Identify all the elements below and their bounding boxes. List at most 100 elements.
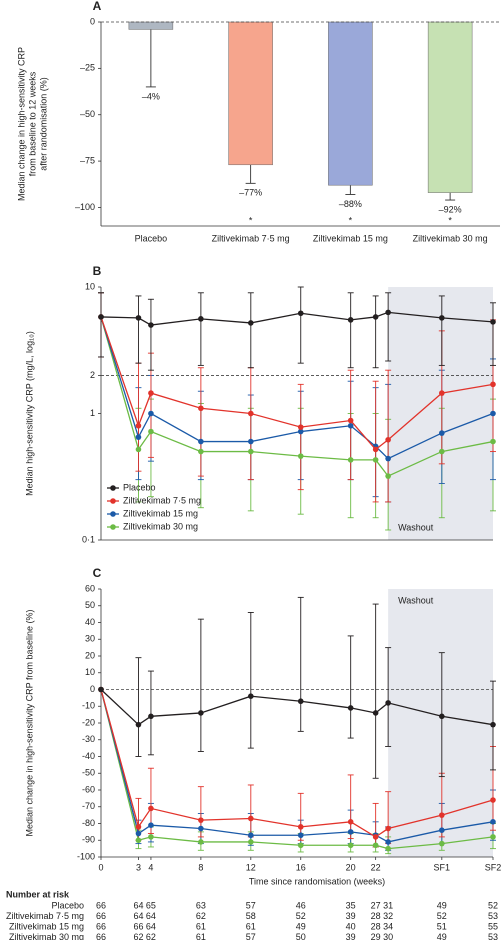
- risk-value: 52: [437, 911, 447, 921]
- data-point: [148, 805, 154, 812]
- data-point: [135, 824, 142, 830]
- y-tick-label: 40: [85, 617, 95, 627]
- risk-value: 46: [296, 900, 306, 910]
- risk-value: 66: [96, 900, 106, 910]
- bar: [228, 21, 273, 166]
- legend-label: Placebo: [123, 482, 156, 492]
- x-tick-label: SF1: [434, 862, 451, 872]
- data-point: [148, 428, 154, 435]
- risk-value: 35: [346, 900, 356, 910]
- legend-marker: [110, 498, 116, 504]
- risk-value: 39: [346, 932, 356, 940]
- y-axis-label: Median high-sensitivity CRP (mg/L, log₁₀…: [24, 331, 34, 496]
- data-point: [248, 410, 254, 417]
- data-point: [148, 322, 154, 328]
- panel-letter: C: [93, 566, 102, 580]
- risk-value: 49: [437, 932, 447, 940]
- y-tick-label: 10: [85, 667, 95, 677]
- data-point: [490, 410, 496, 417]
- x-tick-label: 16: [296, 862, 306, 872]
- y-tick-label: 2: [90, 370, 95, 380]
- y-axis-label: after randomisation (%): [38, 77, 48, 171]
- data-point: [135, 434, 142, 440]
- risk-value: 52: [488, 900, 498, 910]
- y-tick-label: 0: [90, 16, 95, 26]
- risk-value: 61: [196, 921, 206, 931]
- data-point: [98, 314, 104, 320]
- data-point: [490, 721, 496, 728]
- data-point: [135, 837, 142, 844]
- y-axis-label: from baseline to 12 weeks: [27, 71, 37, 176]
- legend-marker: [110, 485, 116, 491]
- data-point: [385, 436, 391, 443]
- data-point: [248, 438, 254, 445]
- y-tick-label: -80: [82, 818, 95, 828]
- value-label: –77%: [239, 188, 262, 198]
- x-tick-label: Ziltivekimab 7·5 mg: [212, 233, 290, 243]
- annotation: *: [448, 215, 452, 225]
- data-point: [439, 315, 445, 321]
- data-point: [248, 832, 254, 839]
- washout-label: Washout: [398, 595, 434, 605]
- y-tick-label: 60: [85, 583, 95, 593]
- x-tick-label: 0: [98, 862, 103, 872]
- data-point: [439, 840, 445, 847]
- x-tick-label: Ziltivekimab 30 mg: [413, 233, 488, 243]
- risk-value: 28: [371, 911, 381, 921]
- y-tick-label: -30: [82, 734, 95, 744]
- y-tick-label: 50: [85, 600, 95, 610]
- washout-region: [388, 287, 493, 540]
- risk-value: 27: [371, 900, 381, 910]
- data-point: [248, 448, 254, 455]
- risk-value: 66: [96, 921, 106, 931]
- risk-value: 61: [196, 932, 206, 940]
- legend-label: Ziltivekimab 30 mg: [123, 521, 198, 531]
- panel-letter: A: [93, 0, 102, 13]
- x-tick-label: Ziltivekimab 15 mg: [313, 233, 388, 243]
- data-point: [385, 839, 391, 845]
- annotation: *: [249, 215, 253, 225]
- data-point: [439, 713, 445, 720]
- data-point: [439, 430, 445, 436]
- risk-value: 29: [371, 932, 381, 940]
- data-point: [198, 710, 204, 716]
- data-point: [198, 438, 204, 445]
- y-tick-label: –100: [75, 202, 95, 212]
- data-point: [347, 819, 354, 825]
- risk-value: 39: [346, 911, 356, 921]
- risk-value: 62: [196, 911, 206, 921]
- data-point: [198, 839, 204, 845]
- legend-label: Ziltivekimab 15 mg: [123, 508, 198, 518]
- data-point: [347, 829, 354, 835]
- data-point: [98, 686, 104, 693]
- risk-value: 63: [196, 900, 206, 910]
- risk-value: 51: [437, 921, 447, 931]
- data-point: [135, 830, 142, 837]
- panel-letter: B: [93, 264, 102, 278]
- y-axis-label: Median change in high-sensitivity CRP fr…: [24, 610, 34, 837]
- legend-marker: [110, 524, 116, 530]
- y-axis-label: Median change in high-sensitivity CRP: [16, 47, 26, 201]
- y-tick-label: –50: [80, 109, 95, 119]
- risk-value: 64: [146, 911, 156, 921]
- risk-value: 49: [296, 921, 306, 931]
- data-point: [347, 705, 354, 711]
- data-point: [372, 834, 379, 840]
- risk-row-label: Ziltivekimab 7·5 mg: [6, 911, 84, 921]
- data-point: [148, 822, 154, 828]
- risk-title: Number at risk: [6, 889, 70, 899]
- x-tick-label: 22: [371, 862, 381, 872]
- y-tick-label: 0: [90, 684, 95, 694]
- risk-value: 66: [133, 921, 143, 931]
- risk-value: 34: [383, 921, 393, 931]
- risk-value: 32: [383, 911, 393, 921]
- risk-value: 66: [96, 932, 106, 940]
- y-tick-label: -60: [82, 784, 95, 794]
- data-point: [372, 457, 379, 463]
- data-point: [297, 842, 304, 849]
- value-label: –88%: [339, 199, 362, 209]
- risk-value: 58: [246, 911, 256, 921]
- bar: [427, 21, 473, 193]
- data-point: [490, 319, 496, 325]
